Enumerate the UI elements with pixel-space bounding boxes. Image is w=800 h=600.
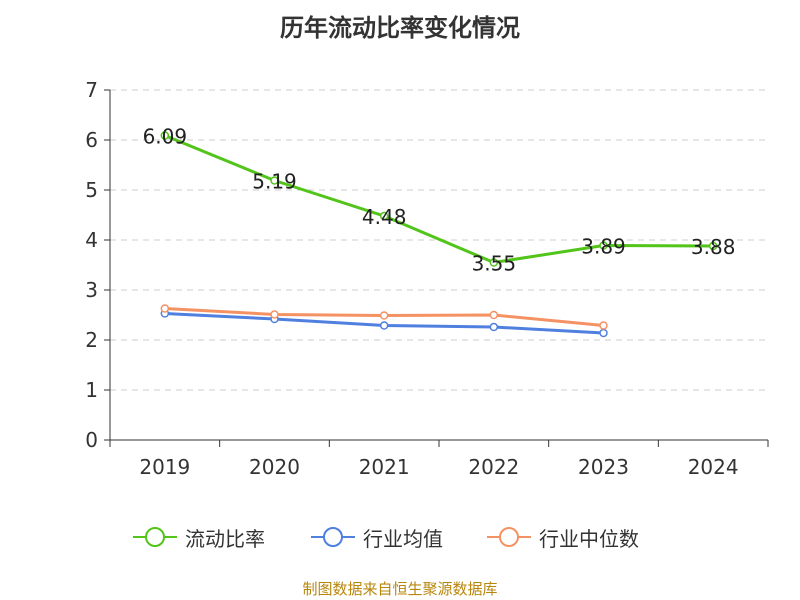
data-label: 6.09	[143, 125, 188, 149]
data-point	[489, 258, 499, 267]
data-label: 3.88	[691, 235, 736, 259]
legend-label-industry-average: 行业均值	[363, 526, 443, 551]
y-tick-label: 6	[85, 128, 98, 152]
data-point	[599, 321, 608, 330]
data-source-note: 制图数据来自恒生聚源数据库	[302, 580, 498, 598]
y-tick-label: 3	[85, 278, 98, 302]
data-label: 3.89	[581, 235, 626, 259]
data-point	[708, 241, 718, 251]
series-line-0	[164, 134, 714, 264]
legend-label-current-ratio: 流动比率	[185, 526, 265, 551]
x-tick-label: 2022	[468, 455, 519, 479]
legend-item-industry-average[interactable]: 行业均值	[311, 522, 443, 552]
data-point	[270, 310, 279, 319]
series-lines	[160, 131, 718, 338]
data-label: 5.19	[252, 170, 297, 194]
chart-title: 历年流动比率变化情况	[280, 14, 520, 42]
data-point	[599, 241, 608, 250]
y-tick-label: 4	[85, 228, 98, 252]
y-tick-label: 2	[85, 328, 98, 352]
data-point	[379, 211, 389, 221]
data-point	[160, 304, 170, 313]
data-labels: 6.09 5.19 4.48 3.55 3.89 3.88	[143, 125, 736, 276]
y-tick-label: 0	[85, 428, 98, 452]
data-point	[270, 176, 279, 185]
legend-marker-industry-median	[487, 527, 531, 547]
data-point	[160, 131, 170, 140]
data-point	[599, 328, 608, 338]
data-point	[379, 321, 389, 330]
y-tick-label: 7	[85, 78, 98, 102]
y-tick-label: 5	[85, 178, 98, 202]
y-tick-label: 1	[85, 378, 98, 402]
x-tick-label: 2021	[359, 455, 410, 479]
legend-label-industry-median: 行业中位数	[539, 526, 639, 551]
x-tick-label: 2024	[688, 455, 739, 479]
legend-marker-industry-average	[311, 527, 355, 547]
x-tick-label: 2019	[139, 455, 190, 479]
data-point	[489, 322, 499, 332]
data-label: 3.55	[472, 252, 517, 276]
axes: 0 1 2 3 4 5 6 7 2019 2020 2021 2022 2023 2024	[85, 78, 769, 479]
data-point	[489, 310, 499, 320]
data-point	[379, 311, 389, 320]
legend-item-industry-median[interactable]: 行业中位数	[487, 522, 639, 552]
x-tick-label: 2023	[578, 455, 629, 479]
legend-marker-current-ratio	[133, 527, 177, 547]
data-label: 4.48	[362, 205, 407, 229]
x-tick-label: 2020	[249, 455, 300, 479]
legend-item-current-ratio[interactable]: 流动比率	[133, 522, 265, 552]
